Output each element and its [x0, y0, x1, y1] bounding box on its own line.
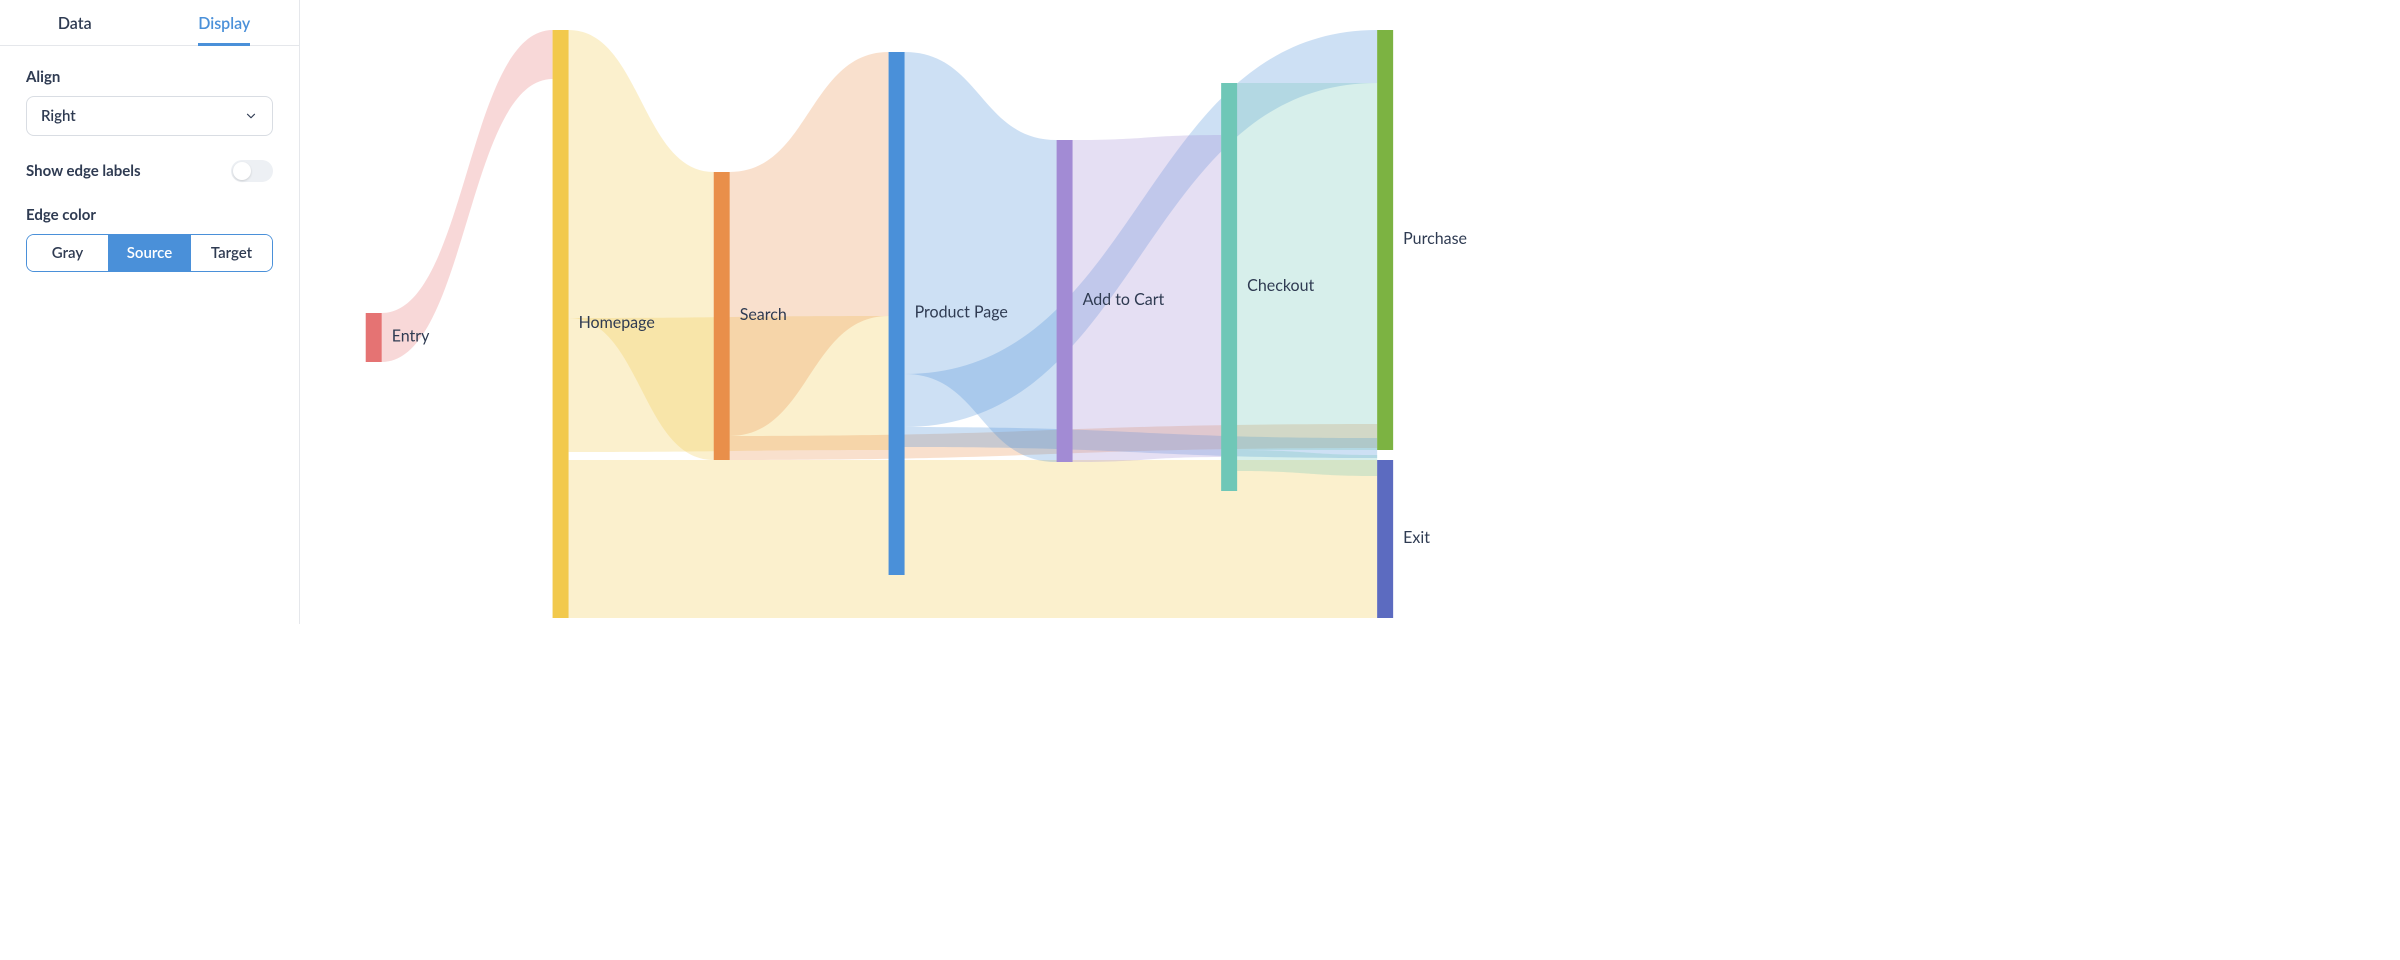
sankey-node-cart[interactable] [1057, 140, 1073, 462]
sankey-node-label: Homepage [579, 313, 655, 332]
sankey-node-entry[interactable] [366, 313, 382, 362]
sankey-link [1237, 83, 1377, 450]
align-value: Right [41, 107, 76, 125]
sankey-node-product[interactable] [889, 52, 905, 575]
sankey-node-homepage[interactable] [553, 30, 569, 618]
toggle-knob [233, 162, 251, 180]
sankey-node-search[interactable] [714, 172, 730, 460]
edge-color-label: Edge color [26, 206, 273, 224]
sankey-node-label: Add to Cart [1083, 290, 1165, 309]
align-label: Align [26, 68, 273, 86]
sankey-node-exit[interactable] [1377, 460, 1393, 618]
show-edge-labels-toggle[interactable] [231, 160, 273, 182]
tabs: Data Display [0, 0, 299, 46]
tab-display[interactable]: Display [150, 0, 300, 45]
sankey-node-label: Product Page [915, 303, 1008, 322]
sankey-chart: Entry Homepage Search Product Page Add to Ca… [300, 0, 1560, 624]
align-select[interactable]: Right [26, 96, 273, 136]
sankey-node-purchase[interactable] [1377, 30, 1393, 450]
chevron-down-icon [244, 109, 258, 123]
sankey-node-label: Purchase [1403, 229, 1467, 248]
sankey-node-label: Exit [1403, 528, 1430, 547]
sankey-svg: Entry Homepage Search Product Page Add to Ca… [300, 0, 1560, 624]
sankey-node-label: Search [740, 305, 787, 324]
sankey-link [382, 30, 553, 362]
control-sidebar: Data Display Align Right Show edge label… [0, 0, 300, 624]
tab-data[interactable]: Data [0, 0, 150, 45]
edge-color-target[interactable]: Target [190, 235, 272, 271]
display-panel: Align Right Show edge labels Edge color … [0, 46, 299, 294]
sankey-node-label: Entry [392, 327, 430, 346]
edge-color-gray[interactable]: Gray [27, 235, 108, 271]
show-edge-labels-label: Show edge labels [26, 162, 141, 180]
edge-color-segmented: Gray Source Target [26, 234, 273, 272]
sankey-node-checkout[interactable] [1221, 83, 1237, 491]
edge-color-source[interactable]: Source [108, 235, 190, 271]
sankey-link [569, 460, 1378, 618]
sankey-node-label: Checkout [1247, 276, 1314, 295]
